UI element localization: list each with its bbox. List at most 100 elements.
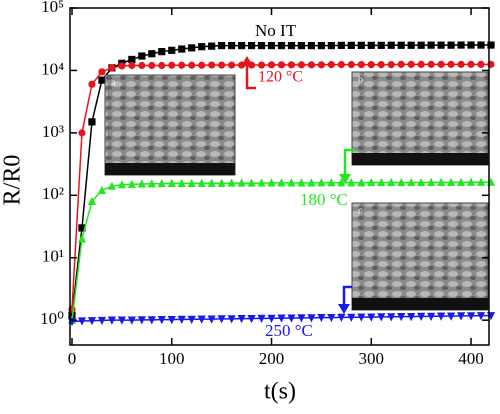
marker bbox=[247, 314, 256, 324]
marker bbox=[137, 316, 146, 325]
marker bbox=[447, 60, 455, 68]
marker bbox=[77, 317, 87, 326]
y-tick-label: 10² bbox=[42, 184, 64, 203]
marker bbox=[127, 179, 136, 188]
marker bbox=[317, 61, 325, 69]
marker bbox=[138, 52, 146, 60]
marker bbox=[327, 60, 335, 69]
marker bbox=[357, 41, 365, 49]
arrow bbox=[342, 285, 352, 308]
marker bbox=[297, 61, 306, 69]
marker bbox=[327, 41, 335, 50]
marker bbox=[247, 41, 256, 50]
marker bbox=[297, 41, 306, 50]
marker bbox=[267, 41, 276, 50]
marker bbox=[208, 42, 216, 50]
marker bbox=[417, 41, 425, 49]
marker bbox=[456, 177, 466, 186]
marker bbox=[387, 41, 395, 49]
inset-label: a bbox=[111, 77, 116, 88]
marker bbox=[187, 315, 196, 324]
marker bbox=[427, 177, 436, 186]
marker bbox=[407, 313, 416, 322]
inset-label: b bbox=[358, 74, 363, 85]
marker bbox=[267, 178, 276, 187]
marker bbox=[228, 61, 236, 69]
marker bbox=[327, 178, 336, 187]
arrow bbox=[343, 148, 355, 178]
marker bbox=[108, 64, 116, 72]
arrow-head bbox=[241, 56, 253, 66]
marker bbox=[447, 41, 455, 49]
marker bbox=[168, 61, 176, 69]
marker bbox=[137, 179, 146, 188]
marker bbox=[417, 312, 426, 321]
inset-scale-bar bbox=[352, 153, 488, 165]
marker bbox=[407, 60, 415, 68]
marker bbox=[267, 314, 276, 323]
series-annotation: No IT bbox=[255, 21, 297, 40]
marker bbox=[446, 177, 456, 186]
marker bbox=[457, 60, 465, 68]
marker bbox=[337, 313, 346, 322]
marker bbox=[198, 43, 206, 51]
marker bbox=[277, 61, 286, 69]
marker bbox=[277, 41, 286, 50]
inset-image bbox=[351, 71, 489, 166]
marker bbox=[177, 315, 186, 324]
marker bbox=[437, 177, 446, 186]
marker bbox=[168, 46, 176, 54]
marker bbox=[377, 313, 386, 322]
marker bbox=[297, 178, 306, 187]
marker bbox=[367, 41, 375, 49]
marker bbox=[98, 76, 106, 84]
marker bbox=[307, 41, 316, 50]
marker bbox=[117, 180, 126, 189]
marker bbox=[377, 177, 386, 187]
marker bbox=[467, 41, 475, 49]
marker bbox=[347, 60, 355, 69]
marker bbox=[87, 196, 97, 205]
arrow-head bbox=[338, 304, 350, 314]
marker bbox=[337, 60, 345, 69]
marker bbox=[457, 41, 465, 49]
marker bbox=[456, 312, 466, 321]
marker bbox=[118, 62, 126, 70]
marker bbox=[397, 41, 405, 49]
marker bbox=[158, 61, 166, 70]
y-tick-label: 10⁰ bbox=[40, 309, 64, 328]
marker bbox=[218, 41, 226, 50]
marker bbox=[197, 178, 206, 187]
marker bbox=[397, 177, 406, 187]
y-tick-label: 10⁴ bbox=[41, 59, 64, 78]
marker bbox=[277, 178, 286, 187]
marker bbox=[417, 177, 426, 187]
marker bbox=[367, 177, 376, 187]
marker bbox=[117, 316, 126, 325]
y-tick-label: 10¹ bbox=[42, 247, 64, 266]
marker bbox=[437, 60, 445, 68]
marker bbox=[307, 314, 316, 323]
marker bbox=[367, 60, 375, 69]
marker bbox=[317, 178, 326, 187]
marker bbox=[128, 55, 136, 64]
marker bbox=[317, 313, 326, 323]
marker bbox=[257, 314, 266, 323]
marker bbox=[228, 41, 236, 50]
marker bbox=[317, 41, 325, 50]
marker bbox=[227, 178, 236, 187]
marker bbox=[466, 312, 476, 321]
marker bbox=[387, 60, 395, 69]
marker bbox=[208, 61, 216, 69]
marker bbox=[217, 315, 226, 324]
marker bbox=[148, 61, 156, 70]
marker bbox=[347, 41, 355, 49]
marker bbox=[367, 313, 376, 322]
marker bbox=[437, 41, 445, 49]
marker bbox=[88, 80, 96, 88]
marker bbox=[97, 316, 107, 326]
marker bbox=[347, 178, 356, 187]
marker bbox=[466, 177, 476, 186]
x-tick-label: 100 bbox=[159, 349, 185, 368]
marker bbox=[178, 45, 186, 53]
